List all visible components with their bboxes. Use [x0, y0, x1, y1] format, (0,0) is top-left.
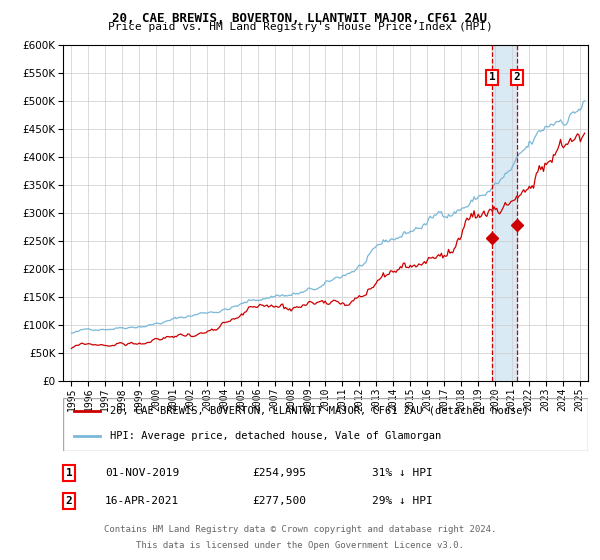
Text: 2: 2: [65, 496, 73, 506]
Text: This data is licensed under the Open Government Licence v3.0.: This data is licensed under the Open Gov…: [136, 542, 464, 550]
Text: £277,500: £277,500: [252, 496, 306, 506]
Text: Contains HM Land Registry data © Crown copyright and database right 2024.: Contains HM Land Registry data © Crown c…: [104, 525, 496, 534]
Text: 01-NOV-2019: 01-NOV-2019: [105, 468, 179, 478]
Text: 1: 1: [65, 468, 73, 478]
Text: £254,995: £254,995: [252, 468, 306, 478]
Text: 20, CAE BREWIS, BOVERTON, LLANTWIT MAJOR, CF61 2AU: 20, CAE BREWIS, BOVERTON, LLANTWIT MAJOR…: [113, 12, 487, 25]
Text: 20, CAE BREWIS, BOVERTON, LLANTWIT MAJOR, CF61 2AU (detached house): 20, CAE BREWIS, BOVERTON, LLANTWIT MAJOR…: [110, 406, 529, 416]
Text: 2: 2: [514, 72, 520, 82]
Text: HPI: Average price, detached house, Vale of Glamorgan: HPI: Average price, detached house, Vale…: [110, 431, 442, 441]
Text: 29% ↓ HPI: 29% ↓ HPI: [372, 496, 433, 506]
Bar: [492, 45, 517, 381]
Text: 1: 1: [488, 72, 496, 82]
Text: 31% ↓ HPI: 31% ↓ HPI: [372, 468, 433, 478]
Text: Price paid vs. HM Land Registry's House Price Index (HPI): Price paid vs. HM Land Registry's House …: [107, 22, 493, 32]
Text: 16-APR-2021: 16-APR-2021: [105, 496, 179, 506]
